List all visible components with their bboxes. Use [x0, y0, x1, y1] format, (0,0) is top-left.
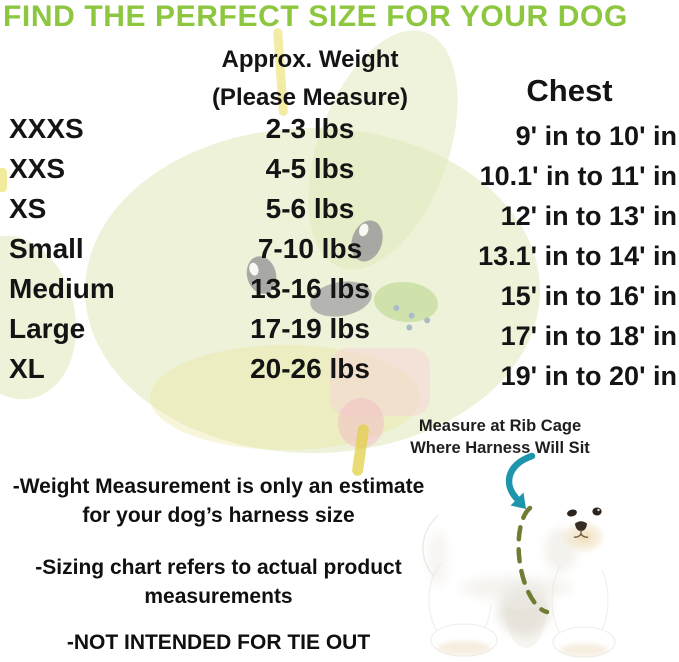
- note-line: -NOT INTENDED FOR TIE OUT: [66, 631, 371, 654]
- chest-value: 13.1' in to 14' in: [478, 241, 677, 271]
- dog-eye-left: [567, 509, 577, 517]
- size-label: XS: [9, 193, 47, 224]
- size-label: Small: [9, 233, 84, 264]
- size-label: XL: [9, 353, 45, 384]
- size-label: XXS: [9, 153, 66, 184]
- note-line: -Sizing chart refers to actual product: [35, 556, 402, 579]
- weight-value: 7-10 lbs: [257, 233, 363, 264]
- note-sizing-chart: -Sizing chart refers to actual product m…: [0, 553, 437, 611]
- weight-value: 13-16 lbs: [250, 273, 370, 304]
- note-line: for your dog’s harness size: [82, 504, 355, 527]
- dog-nose-icon: [575, 521, 587, 531]
- measure-callout-line1: Measure at Rib Cage: [418, 417, 582, 435]
- chest-column: 9' in to 10' in 10.1' in to 11' in 12' i…: [420, 116, 677, 396]
- note-weight-estimate: -Weight Measurement is only an estimate …: [0, 472, 437, 530]
- chest-value: 17' in to 18' in: [500, 321, 677, 351]
- chest-value: 10.1' in to 11' in: [479, 161, 677, 191]
- weight-value: 17-19 lbs: [250, 313, 370, 344]
- weight-value: 2-3 lbs: [265, 113, 355, 144]
- size-label: Medium: [9, 273, 115, 304]
- dog-face: [567, 507, 602, 538]
- measuring-tape-dashed-ellipse: [516, 505, 550, 615]
- measure-callout-line2: Where Harness Will Sit: [410, 439, 590, 457]
- dog-photo: [422, 452, 645, 658]
- chest-value: 9' in to 10' in: [515, 121, 677, 151]
- weight-value: 5-6 lbs: [265, 193, 355, 224]
- size-column: XXXS XXS XS Small Medium Large XL: [9, 109, 159, 389]
- size-label: XXXS: [9, 113, 84, 144]
- watermark-yellow-blob: [0, 168, 7, 192]
- weight-header-line1: Approx. Weight: [221, 46, 399, 73]
- weight-value: 20-26 lbs: [250, 353, 370, 384]
- dog-mouth: [573, 529, 589, 538]
- chest-value: 19' in to 20' in: [500, 361, 677, 391]
- dog-eye-right: [592, 507, 602, 516]
- watermark-face: [85, 128, 540, 453]
- note-line: -Weight Measurement is only an estimate: [12, 475, 425, 498]
- chest-value: 15' in to 16' in: [500, 281, 677, 311]
- chest-column-header: Chest: [526, 73, 613, 108]
- weight-column: 2-3 lbs 4-5 lbs 5-6 lbs 7-10 lbs 13-16 l…: [145, 109, 475, 389]
- weight-header-line2: (Please Measure): [211, 84, 409, 111]
- size-label: Large: [9, 313, 86, 344]
- dog-shading: [428, 528, 608, 656]
- weight-value: 4-5 lbs: [265, 153, 355, 184]
- measure-arrow-icon: [505, 452, 536, 509]
- dog-eye-highlight: [597, 508, 600, 512]
- page-title: FIND THE PERFECT SIZE FOR YOUR DOG: [3, 0, 628, 33]
- note-tie-out: -NOT INTENDED FOR TIE OUT: [0, 628, 437, 657]
- chest-value: 12' in to 13' in: [500, 201, 677, 231]
- weight-column-header: Approx. Weight (Please Measure): [150, 41, 470, 117]
- note-line: measurements: [144, 585, 293, 608]
- measure-callout: Measure at Rib Cage Where Harness Will S…: [372, 415, 628, 459]
